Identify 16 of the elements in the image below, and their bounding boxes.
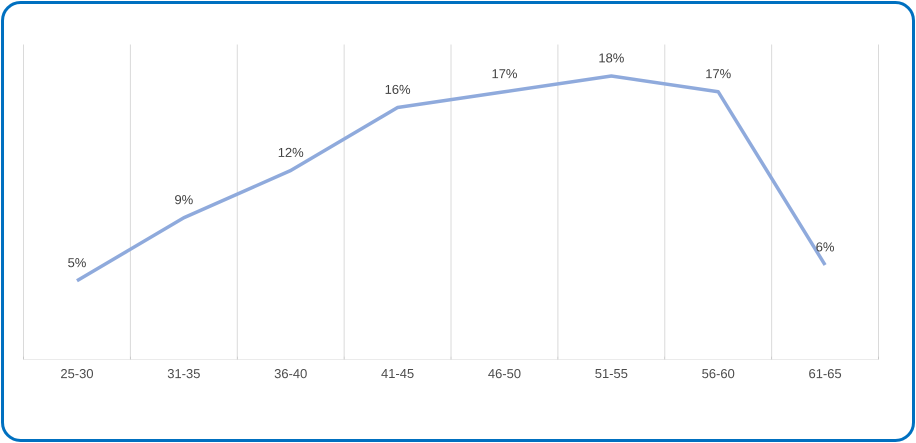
x-tick-label: 46-50 (488, 369, 521, 378)
x-tick-label: 36-40 (274, 369, 307, 378)
x-tick-label: 51-55 (595, 369, 628, 378)
data-label: 16% (386, 84, 410, 94)
data-label: 9% (175, 195, 193, 204)
data-label: 17% (492, 69, 517, 78)
x-tick-label: 56-60 (702, 369, 734, 378)
data-label: 18% (599, 53, 624, 62)
data-label: 6% (816, 242, 834, 252)
data-label: 12% (278, 148, 304, 157)
x-tick-label: 41-45 (381, 369, 414, 378)
x-tick-label: 61-65 (809, 369, 842, 378)
data-label: 5% (68, 258, 86, 268)
x-tick-label: 31-35 (168, 369, 200, 378)
x-tick-label: 25-30 (61, 369, 94, 378)
data-label: 17% (706, 69, 731, 78)
